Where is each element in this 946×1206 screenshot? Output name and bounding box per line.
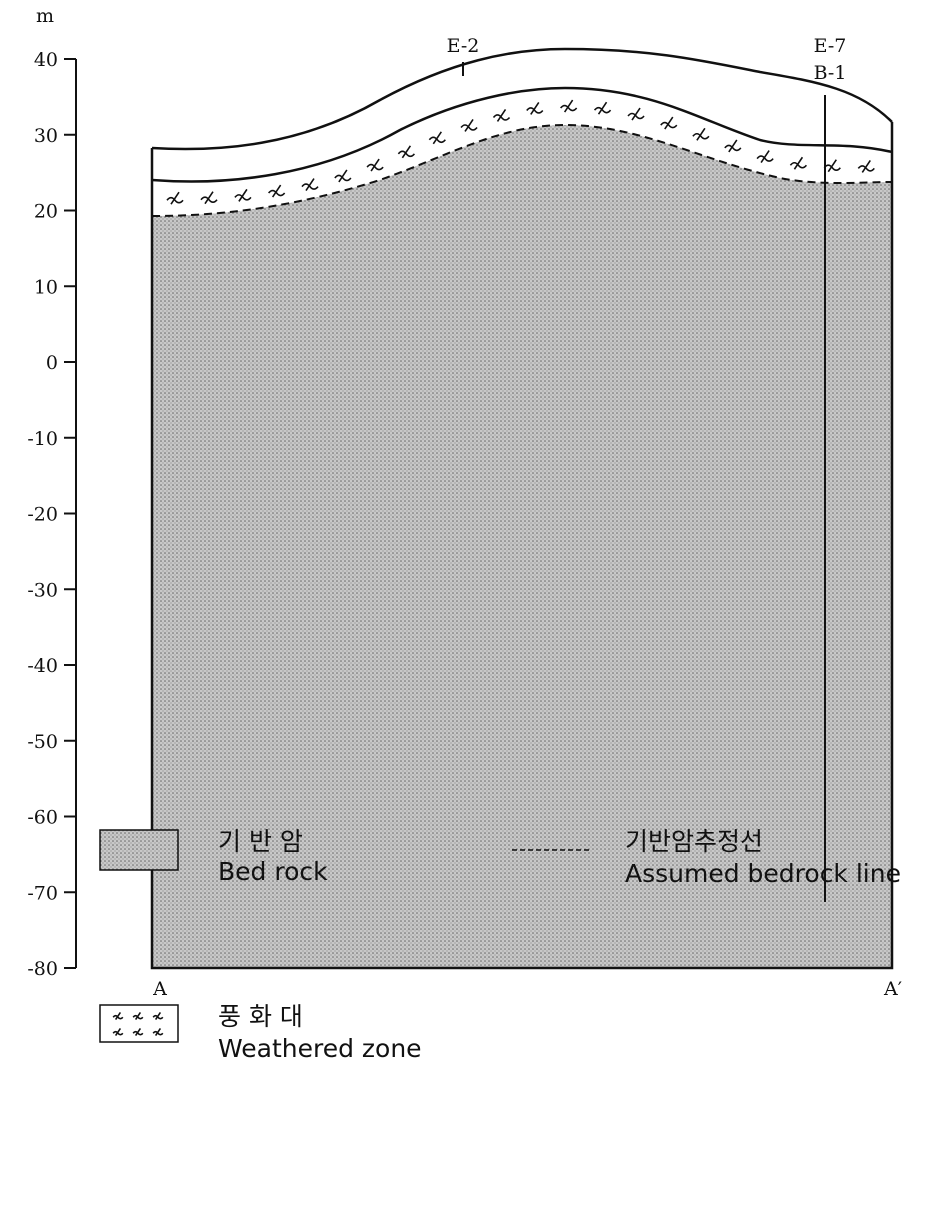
borehole-label: B-1 — [814, 62, 847, 84]
weathered-symbol — [234, 188, 252, 202]
weathered-symbol — [397, 145, 416, 159]
weathered-symbol — [756, 150, 774, 164]
y-tick-label: -10 — [27, 428, 58, 450]
weathered-symbol — [112, 1027, 124, 1037]
section-end: A′ — [883, 978, 902, 1000]
y-tick-label: -80 — [27, 958, 58, 980]
y-tick-label: 10 — [34, 276, 58, 298]
weathered-symbol — [132, 1027, 144, 1037]
legend-label: Weathered zone — [218, 1034, 422, 1063]
weathered-symbol — [593, 101, 612, 115]
y-tick-label: -60 — [27, 807, 58, 829]
y-tick-label: -40 — [27, 655, 58, 677]
y-tick-label: 0 — [46, 352, 58, 374]
weathered-symbol — [660, 116, 678, 130]
y-tick-label: -30 — [27, 579, 58, 601]
y-tick-label: 30 — [34, 125, 58, 147]
legend-label: 기반암추정선 — [625, 827, 763, 856]
borehole-label: E-7 — [814, 35, 847, 57]
weathered-symbol — [560, 99, 578, 113]
borehole-label: E-2 — [447, 35, 480, 57]
weathered-symbol — [200, 191, 218, 205]
weathered-symbol — [112, 1011, 124, 1021]
legend-label: 풍 화 대 — [218, 1002, 303, 1031]
weathered-symbol — [152, 1011, 164, 1021]
weathered-symbol — [526, 102, 544, 115]
weathered-symbol — [627, 107, 645, 121]
y-tick-label: 20 — [34, 201, 58, 223]
y-tick-label: -70 — [27, 882, 58, 904]
weathered-symbol — [132, 1011, 144, 1021]
weathered-symbol — [857, 159, 875, 173]
weathered-symbol — [301, 178, 319, 192]
weathered-symbol — [823, 159, 841, 173]
axis-unit: m — [36, 5, 54, 27]
weathered-symbol — [152, 1027, 164, 1037]
weathered-symbol — [366, 158, 384, 172]
weathered-symbol — [166, 191, 184, 205]
legend-label: Assumed bedrock line — [625, 859, 901, 888]
legend-swatch-bedrock — [99, 829, 179, 871]
y-tick-label: -20 — [27, 504, 58, 526]
weathered-symbol — [692, 127, 710, 141]
legend-label: Bed rock — [218, 857, 328, 886]
weathered-symbol — [460, 119, 478, 132]
weathered-symbol — [724, 139, 742, 153]
y-tick-label: -50 — [27, 731, 58, 753]
weathered-symbol — [334, 169, 352, 183]
section-end: A — [152, 978, 167, 1000]
weathered-symbol — [492, 109, 511, 122]
bedrock — [152, 125, 892, 968]
weathered-symbol — [267, 184, 286, 198]
legend-swatch-weathered — [99, 1004, 179, 1043]
y-tick-label: 40 — [34, 49, 58, 71]
weathered-symbol — [428, 131, 446, 145]
ground-surface — [151, 47, 893, 151]
weathered-top — [151, 86, 893, 183]
section-frame — [150, 122, 894, 970]
weathered-symbol — [789, 156, 808, 170]
legend-label: 기 반 암 — [218, 827, 303, 856]
